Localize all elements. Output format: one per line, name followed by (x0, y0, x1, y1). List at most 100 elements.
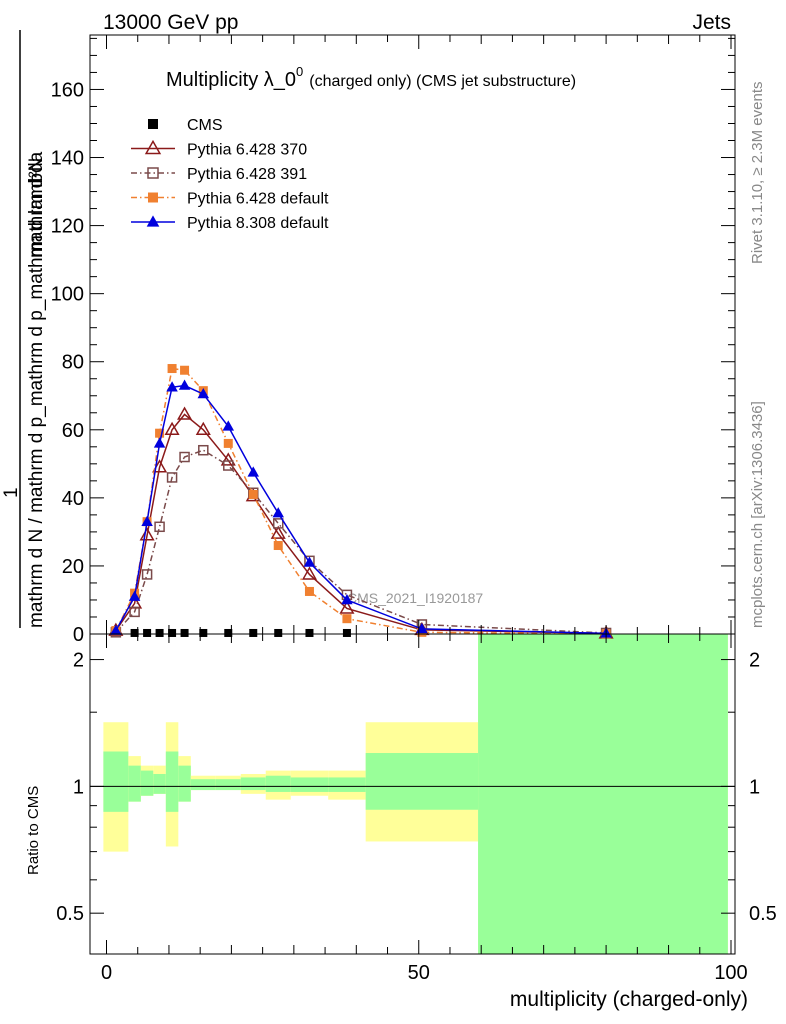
x-axis-label: multiplicity (charged-only) (510, 988, 748, 1011)
ylabel-prefix: 1 (1, 487, 22, 498)
data-point (128, 590, 141, 601)
data-point (304, 586, 314, 596)
ratio-band-inner (265, 775, 291, 792)
ratio-band-inner (365, 753, 479, 810)
data-point (164, 421, 180, 436)
data-point (303, 556, 316, 567)
legend-marker (148, 119, 158, 129)
data-point (167, 364, 177, 374)
ratio-bands (103, 634, 728, 954)
header-right: Jets (692, 11, 731, 34)
ratio-band-inner (240, 777, 266, 791)
data-point (305, 628, 314, 637)
data-point (155, 428, 165, 438)
ratio-band-inner (153, 773, 166, 794)
data-point (301, 566, 318, 580)
data-point (199, 628, 208, 637)
data-point (177, 406, 193, 420)
legend-entry-2: Pythia 6.428 391 (131, 166, 307, 183)
data-point (178, 379, 191, 390)
ratio-band-inner (328, 777, 366, 792)
data-point (272, 507, 284, 518)
data-point (342, 628, 351, 637)
legend-label: Pythia 6.428 default (187, 191, 329, 208)
legend-label: CMS (187, 117, 223, 134)
data-point (179, 451, 190, 463)
ratio-plot-frame (89, 633, 736, 955)
data-point (197, 388, 210, 399)
y-tick-label: 100 (51, 284, 84, 306)
rivet-label: Rivet 3.1.10, ≥ 2.3M events (749, 82, 766, 265)
legend-entry-3: Pythia 6.428 default (131, 191, 329, 208)
chart-title-sup: 0 (296, 64, 303, 79)
data-point (168, 628, 177, 637)
data-point (141, 515, 153, 526)
data-point (273, 541, 283, 551)
y-tick-label: 80 (62, 352, 84, 374)
data-point (274, 628, 283, 637)
legend-marker (144, 139, 162, 155)
y-tick-label: 120 (51, 216, 84, 238)
y-tick-label: 40 (62, 488, 84, 510)
data-point (270, 525, 286, 539)
chart-title-main: Multiplicity λ_0 (166, 69, 296, 91)
data-point (248, 489, 258, 499)
x-tick-label: 0 (101, 962, 112, 984)
ratio-y-tick-label-right: 2 (749, 650, 760, 672)
data-point (220, 452, 236, 466)
data-point (153, 437, 166, 448)
ratio-band-inner (128, 765, 141, 802)
data-point (224, 628, 233, 637)
data-point (247, 466, 260, 477)
chart-title-suffix: (charged only) (CMS jet substructure) (309, 73, 576, 90)
x-tick-label: 50 (408, 962, 430, 984)
watermark: CMS_2021_I1920187 (347, 590, 483, 606)
legend-entry-0: CMS (148, 117, 223, 134)
series-2 (110, 444, 612, 639)
data-point (223, 438, 233, 448)
ratio-band-inner (478, 634, 728, 954)
series-line (115, 367, 607, 635)
mcplots-label: mcplots.cern.ch [arXiv:1306.3436] (749, 401, 766, 628)
series-0 (130, 628, 351, 637)
ratio-y-tick-label-right: 0.5 (749, 903, 777, 925)
legend-label: Pythia 6.428 391 (187, 166, 307, 183)
ratio-y-tick-label: 0.5 (56, 903, 84, 925)
ratio-band-inner (140, 770, 154, 796)
series-line (115, 449, 607, 634)
y-tick-label: 0 (73, 624, 84, 646)
data-point (141, 569, 153, 580)
data-point (249, 628, 258, 637)
legend-marker (147, 167, 159, 179)
data-point (180, 628, 189, 637)
x-tick-label: 100 (714, 962, 747, 984)
data-point (110, 624, 122, 635)
header-left: 13000 GeV pp (103, 11, 238, 34)
data-point (195, 421, 211, 436)
data-point (129, 606, 140, 618)
ratio-band-inner (290, 777, 329, 792)
ratio-band-inner (215, 779, 241, 791)
series-line (115, 384, 607, 635)
ylabel-denominator: mathrm d N / mathrm d p_mathrm d p_mathr… (26, 151, 47, 628)
legend: CMS Pythia 6.428 370 Pythia 6.428 391 Pythi… (131, 117, 329, 232)
axes-ticks: 0 20 40 60 80 100 120 140 160 0 50 100 0.5 0.5 1 1 2 2 (51, 35, 777, 984)
data-point (222, 420, 235, 431)
data-point (143, 628, 152, 637)
ratio-y-tick-label: 2 (73, 650, 84, 672)
data-point (180, 365, 190, 375)
y-tick-label: 20 (62, 556, 84, 578)
legend-marker (146, 215, 160, 227)
legend-label: Pythia 8.308 default (187, 215, 329, 232)
legend-marker (148, 192, 158, 203)
legend-label: Pythia 6.428 370 (187, 142, 307, 159)
y-tick-label: 140 (51, 148, 84, 170)
data-point (342, 614, 352, 624)
y-tick-label: 160 (51, 79, 84, 101)
data-point (155, 628, 164, 637)
main-ylabel: mathrm d N / mathrm d p_mathrm d p_mathr… (1, 30, 47, 628)
ratio-band-inner (165, 751, 179, 812)
legend-entry-1: Pythia 6.428 370 (131, 139, 307, 159)
data-point (341, 593, 353, 605)
